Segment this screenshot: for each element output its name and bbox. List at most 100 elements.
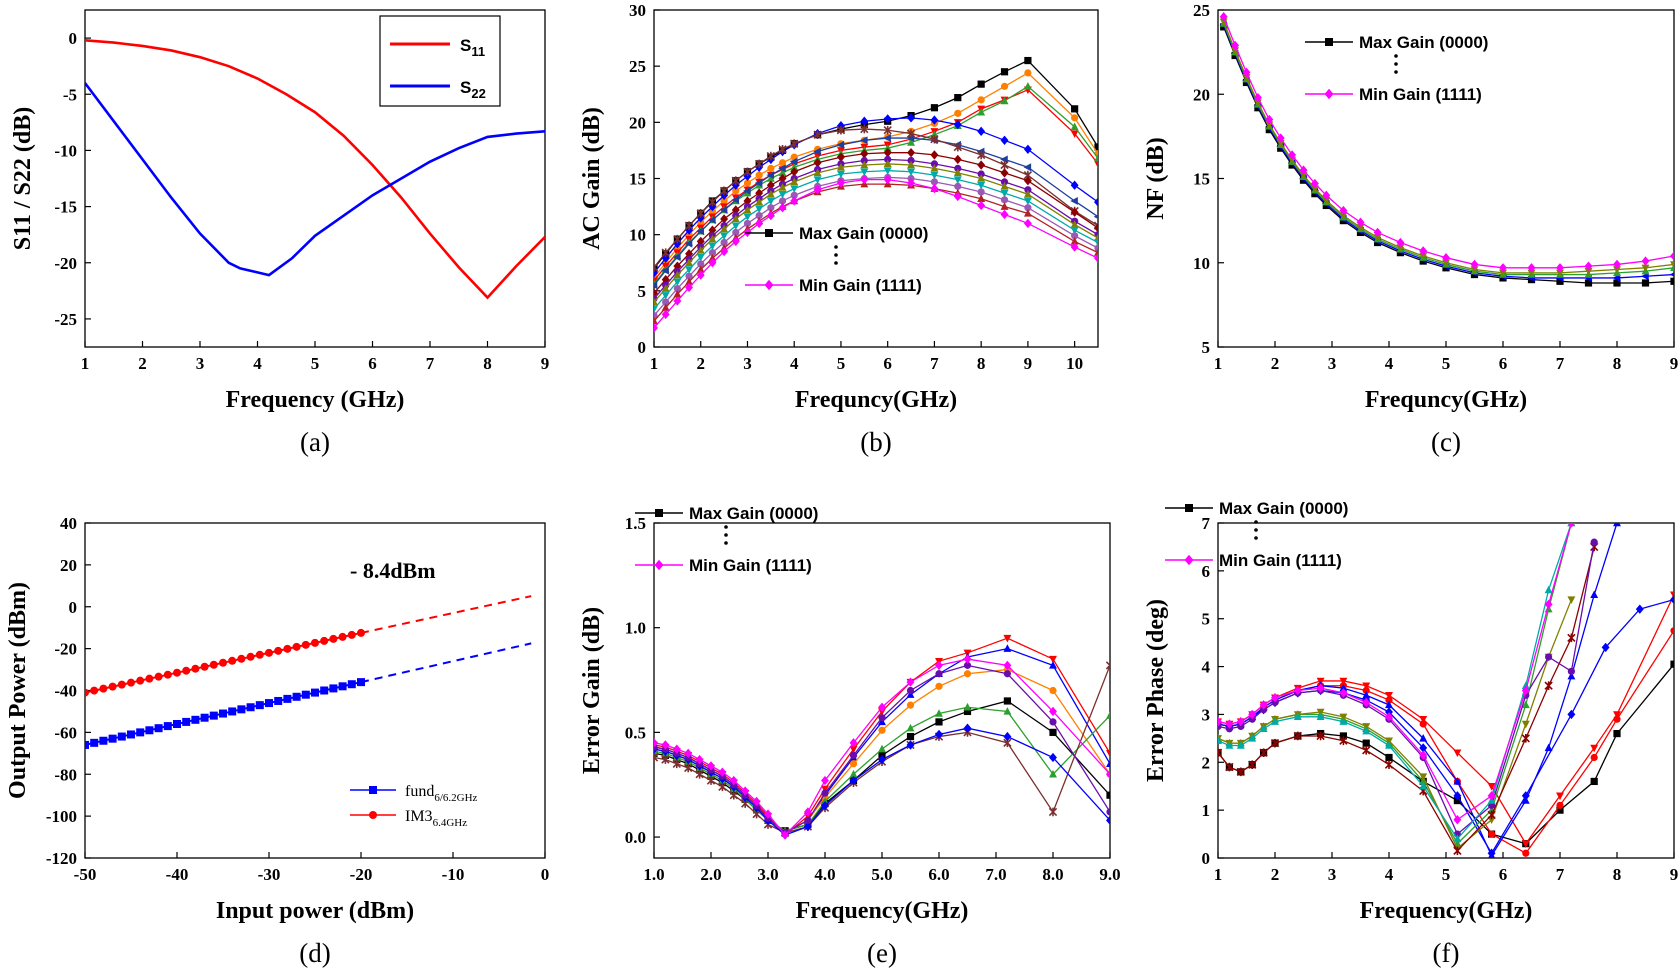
data-point [743, 205, 752, 214]
data-point [1322, 197, 1331, 205]
data-point [743, 186, 751, 195]
data-point [1259, 700, 1268, 710]
x-tick-label: 7 [1556, 865, 1565, 884]
data-point [878, 717, 886, 726]
data-point [767, 204, 775, 212]
data-point [1567, 709, 1576, 720]
data-point [654, 316, 658, 325]
data-point [1070, 226, 1079, 235]
data-point [265, 648, 273, 657]
data-point [1276, 133, 1285, 143]
data-point [1003, 660, 1012, 671]
data-point [696, 246, 705, 254]
data-point [1453, 791, 1462, 801]
data-point [732, 187, 740, 195]
data-point [907, 156, 915, 165]
data-point [1023, 176, 1032, 186]
data-point [1487, 791, 1496, 801]
y-tick-label: 0.5 [625, 723, 646, 742]
y-tick-label: 1.0 [625, 619, 646, 638]
data-point [883, 159, 892, 168]
plot-area [654, 634, 1110, 840]
data-point [1641, 256, 1650, 266]
data-point [673, 296, 682, 306]
legend-label: Max Gain (0000) [1219, 499, 1348, 518]
data-point [1670, 261, 1674, 269]
data-point [661, 292, 670, 300]
data-point [1613, 711, 1621, 719]
x-axis-label: Frequency(GHz) [796, 898, 969, 924]
data-point [821, 789, 829, 797]
legend-label: S11 [460, 36, 485, 59]
data-point [977, 107, 986, 116]
data-point [661, 266, 669, 275]
data-point [1070, 207, 1079, 217]
data-point [684, 748, 693, 758]
data-point [1248, 760, 1257, 769]
data-point [1339, 717, 1348, 725]
data-point [883, 125, 892, 135]
data-point [1601, 642, 1610, 653]
data-point [813, 168, 822, 177]
y-tick-label: 20 [60, 556, 77, 575]
data-point [1049, 706, 1057, 717]
data-point [790, 191, 798, 199]
data-point [685, 272, 693, 280]
data-point [127, 678, 135, 687]
data-point [661, 755, 670, 764]
data-point [1453, 834, 1462, 843]
data-point [963, 654, 972, 664]
y-tick-label: 20 [629, 113, 646, 132]
annotation: - 8.4dBm [350, 558, 436, 583]
data-point [1544, 743, 1553, 752]
data-point [953, 176, 962, 184]
data-point [836, 125, 846, 135]
x-axis-label: Frequncy(GHz) [1365, 387, 1527, 413]
data-point [1265, 114, 1274, 125]
data-point [1339, 736, 1348, 746]
data-point [684, 221, 694, 230]
data-point [685, 277, 694, 286]
data-point [906, 690, 915, 698]
x-tick-label: 7 [930, 354, 939, 373]
data-point [1023, 144, 1032, 154]
x-tick-label: 0 [541, 865, 550, 884]
data-point [338, 682, 347, 691]
data-point [219, 709, 227, 718]
data-point [661, 284, 670, 292]
data-point [731, 236, 740, 247]
x-tick-label: 4 [790, 354, 799, 373]
x-tick-label: -30 [258, 865, 281, 884]
panel-b: 1 2 3 4 5 6 7 8 9 10 0 5 10 15 20 25 30 Frequncy(GHz) AC G… [579, 1, 1099, 457]
data-point [1000, 135, 1009, 145]
data-point [731, 214, 740, 223]
data-point [1419, 734, 1428, 742]
plot-area [85, 39, 545, 300]
data-point [1453, 815, 1462, 825]
data-point [963, 707, 972, 716]
data-point [1362, 697, 1371, 708]
data-point [907, 160, 916, 169]
data-point [803, 821, 812, 832]
y-tick-label: -120 [46, 849, 77, 868]
data-point [963, 661, 972, 669]
data-point [836, 140, 845, 149]
data-point [1419, 773, 1428, 781]
data-point [1094, 253, 1098, 263]
data-point [108, 734, 117, 743]
data-point [1106, 791, 1110, 799]
data-point [1470, 266, 1479, 274]
data-point [708, 258, 717, 268]
data-point [1339, 683, 1348, 692]
data-point [803, 807, 812, 817]
data-point [1225, 741, 1234, 749]
series-line [654, 178, 1098, 329]
data-point [743, 167, 752, 177]
panel-caption: (e) [867, 938, 897, 968]
data-point [85, 740, 89, 749]
data-point [1271, 698, 1279, 707]
data-point [963, 670, 972, 678]
series-line [654, 658, 1110, 836]
data-point [953, 168, 962, 177]
data-point [1094, 244, 1098, 252]
